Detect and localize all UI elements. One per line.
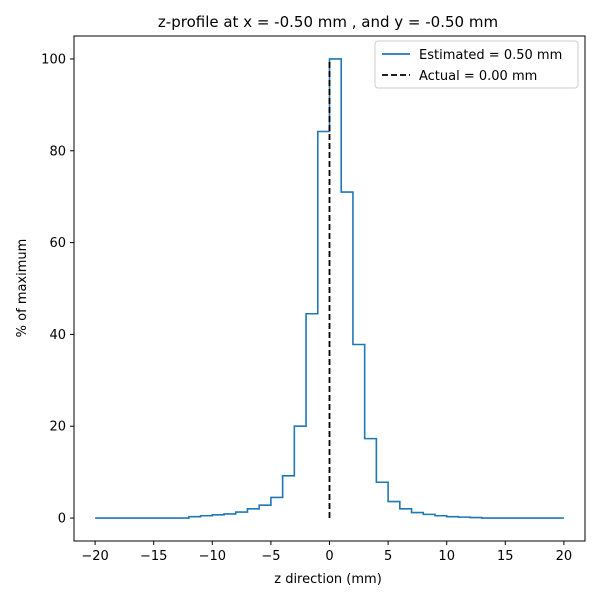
plot-area bbox=[95, 58, 564, 519]
x-tick-label: −20 bbox=[81, 549, 108, 564]
legend-label-actual: Actual = 0.00 mm bbox=[419, 69, 537, 84]
y-axis-title: % of maximum bbox=[15, 239, 30, 338]
y-tick-label: 60 bbox=[49, 236, 66, 251]
plot-frame bbox=[73, 35, 586, 542]
x-axis-title: z direction (mm) bbox=[274, 572, 382, 587]
y-axis-ticks: 0 20 40 60 80 100 bbox=[41, 52, 74, 527]
x-tick-label: −10 bbox=[199, 549, 226, 564]
y-tick-label: 40 bbox=[49, 328, 66, 343]
y-tick-label: 20 bbox=[49, 420, 66, 435]
x-axis-ticks: −20 −15 −10 −5 0 5 10 15 20 bbox=[81, 541, 572, 564]
x-tick-label: 20 bbox=[556, 549, 573, 564]
legend-label-estimated: Estimated = 0.50 mm bbox=[419, 48, 562, 63]
y-tick-label: 100 bbox=[41, 52, 66, 67]
legend: Estimated = 0.50 mm Actual = 0.00 mm bbox=[374, 40, 579, 89]
y-tick-label: 80 bbox=[49, 144, 66, 159]
y-tick-label: 0 bbox=[58, 512, 66, 527]
legend-frame bbox=[374, 40, 579, 89]
x-tick-label: −5 bbox=[261, 549, 280, 564]
x-tick-label: 10 bbox=[438, 549, 455, 564]
x-tick-label: −15 bbox=[140, 549, 167, 564]
x-tick-label: 5 bbox=[384, 549, 392, 564]
chart-title: z-profile at x = -0.50 mm , and y = -0.5… bbox=[158, 13, 498, 31]
series-line-estimated bbox=[95, 58, 564, 519]
x-tick-label: 0 bbox=[325, 549, 333, 564]
x-tick-label: 15 bbox=[497, 549, 514, 564]
